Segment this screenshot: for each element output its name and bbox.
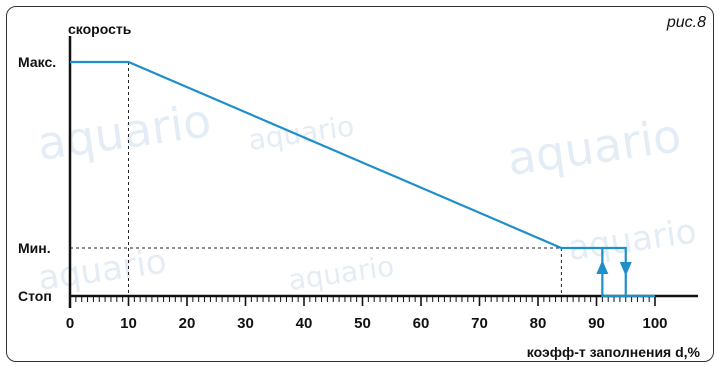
hysteresis-arrow-down <box>619 262 632 276</box>
x-tick-label: 60 <box>413 315 430 332</box>
figure-label: рис.8 <box>666 14 706 31</box>
x-tick-label: 50 <box>354 315 371 332</box>
x-axis-title: коэфф-т заполнения d,% <box>527 344 701 360</box>
x-tick-label: 10 <box>120 315 137 332</box>
figure-frame <box>6 6 714 362</box>
x-tick-label: 0 <box>66 315 74 332</box>
x-tick-label: 40 <box>296 315 313 332</box>
y-level-label-max: Макс. <box>18 54 56 70</box>
hysteresis-arrow-up <box>596 260 609 274</box>
watermark-text: aquario <box>34 93 214 171</box>
watermark-text: aquario <box>286 249 396 296</box>
watermark-layer: aquario aquario aquario aquario aquario aquar… <box>34 93 699 299</box>
x-tick-label: 80 <box>530 315 547 332</box>
speed-curve <box>70 60 627 298</box>
labels: 0 10 20 30 40 50 60 70 80 90 100 Макс. Мин. Стоп скоро… <box>18 21 701 360</box>
y-level-label-min: Мин. <box>18 240 51 256</box>
x-tick-label: 30 <box>237 315 254 332</box>
x-tick-label: 90 <box>588 315 605 332</box>
series-layer <box>70 60 655 298</box>
watermark-text: aquario <box>36 241 169 299</box>
watermark-text: aquario <box>246 109 356 156</box>
x-tick-label: 20 <box>179 315 196 332</box>
y-level-label-stop: Стоп <box>18 288 52 304</box>
watermark-text: aquario <box>504 108 684 186</box>
y-axis-title: скорость <box>68 21 132 37</box>
x-tick-label: 100 <box>642 315 667 332</box>
x-tick-label: 70 <box>471 315 488 332</box>
guide-lines <box>70 62 562 296</box>
watermark-text: aquario <box>566 211 699 269</box>
